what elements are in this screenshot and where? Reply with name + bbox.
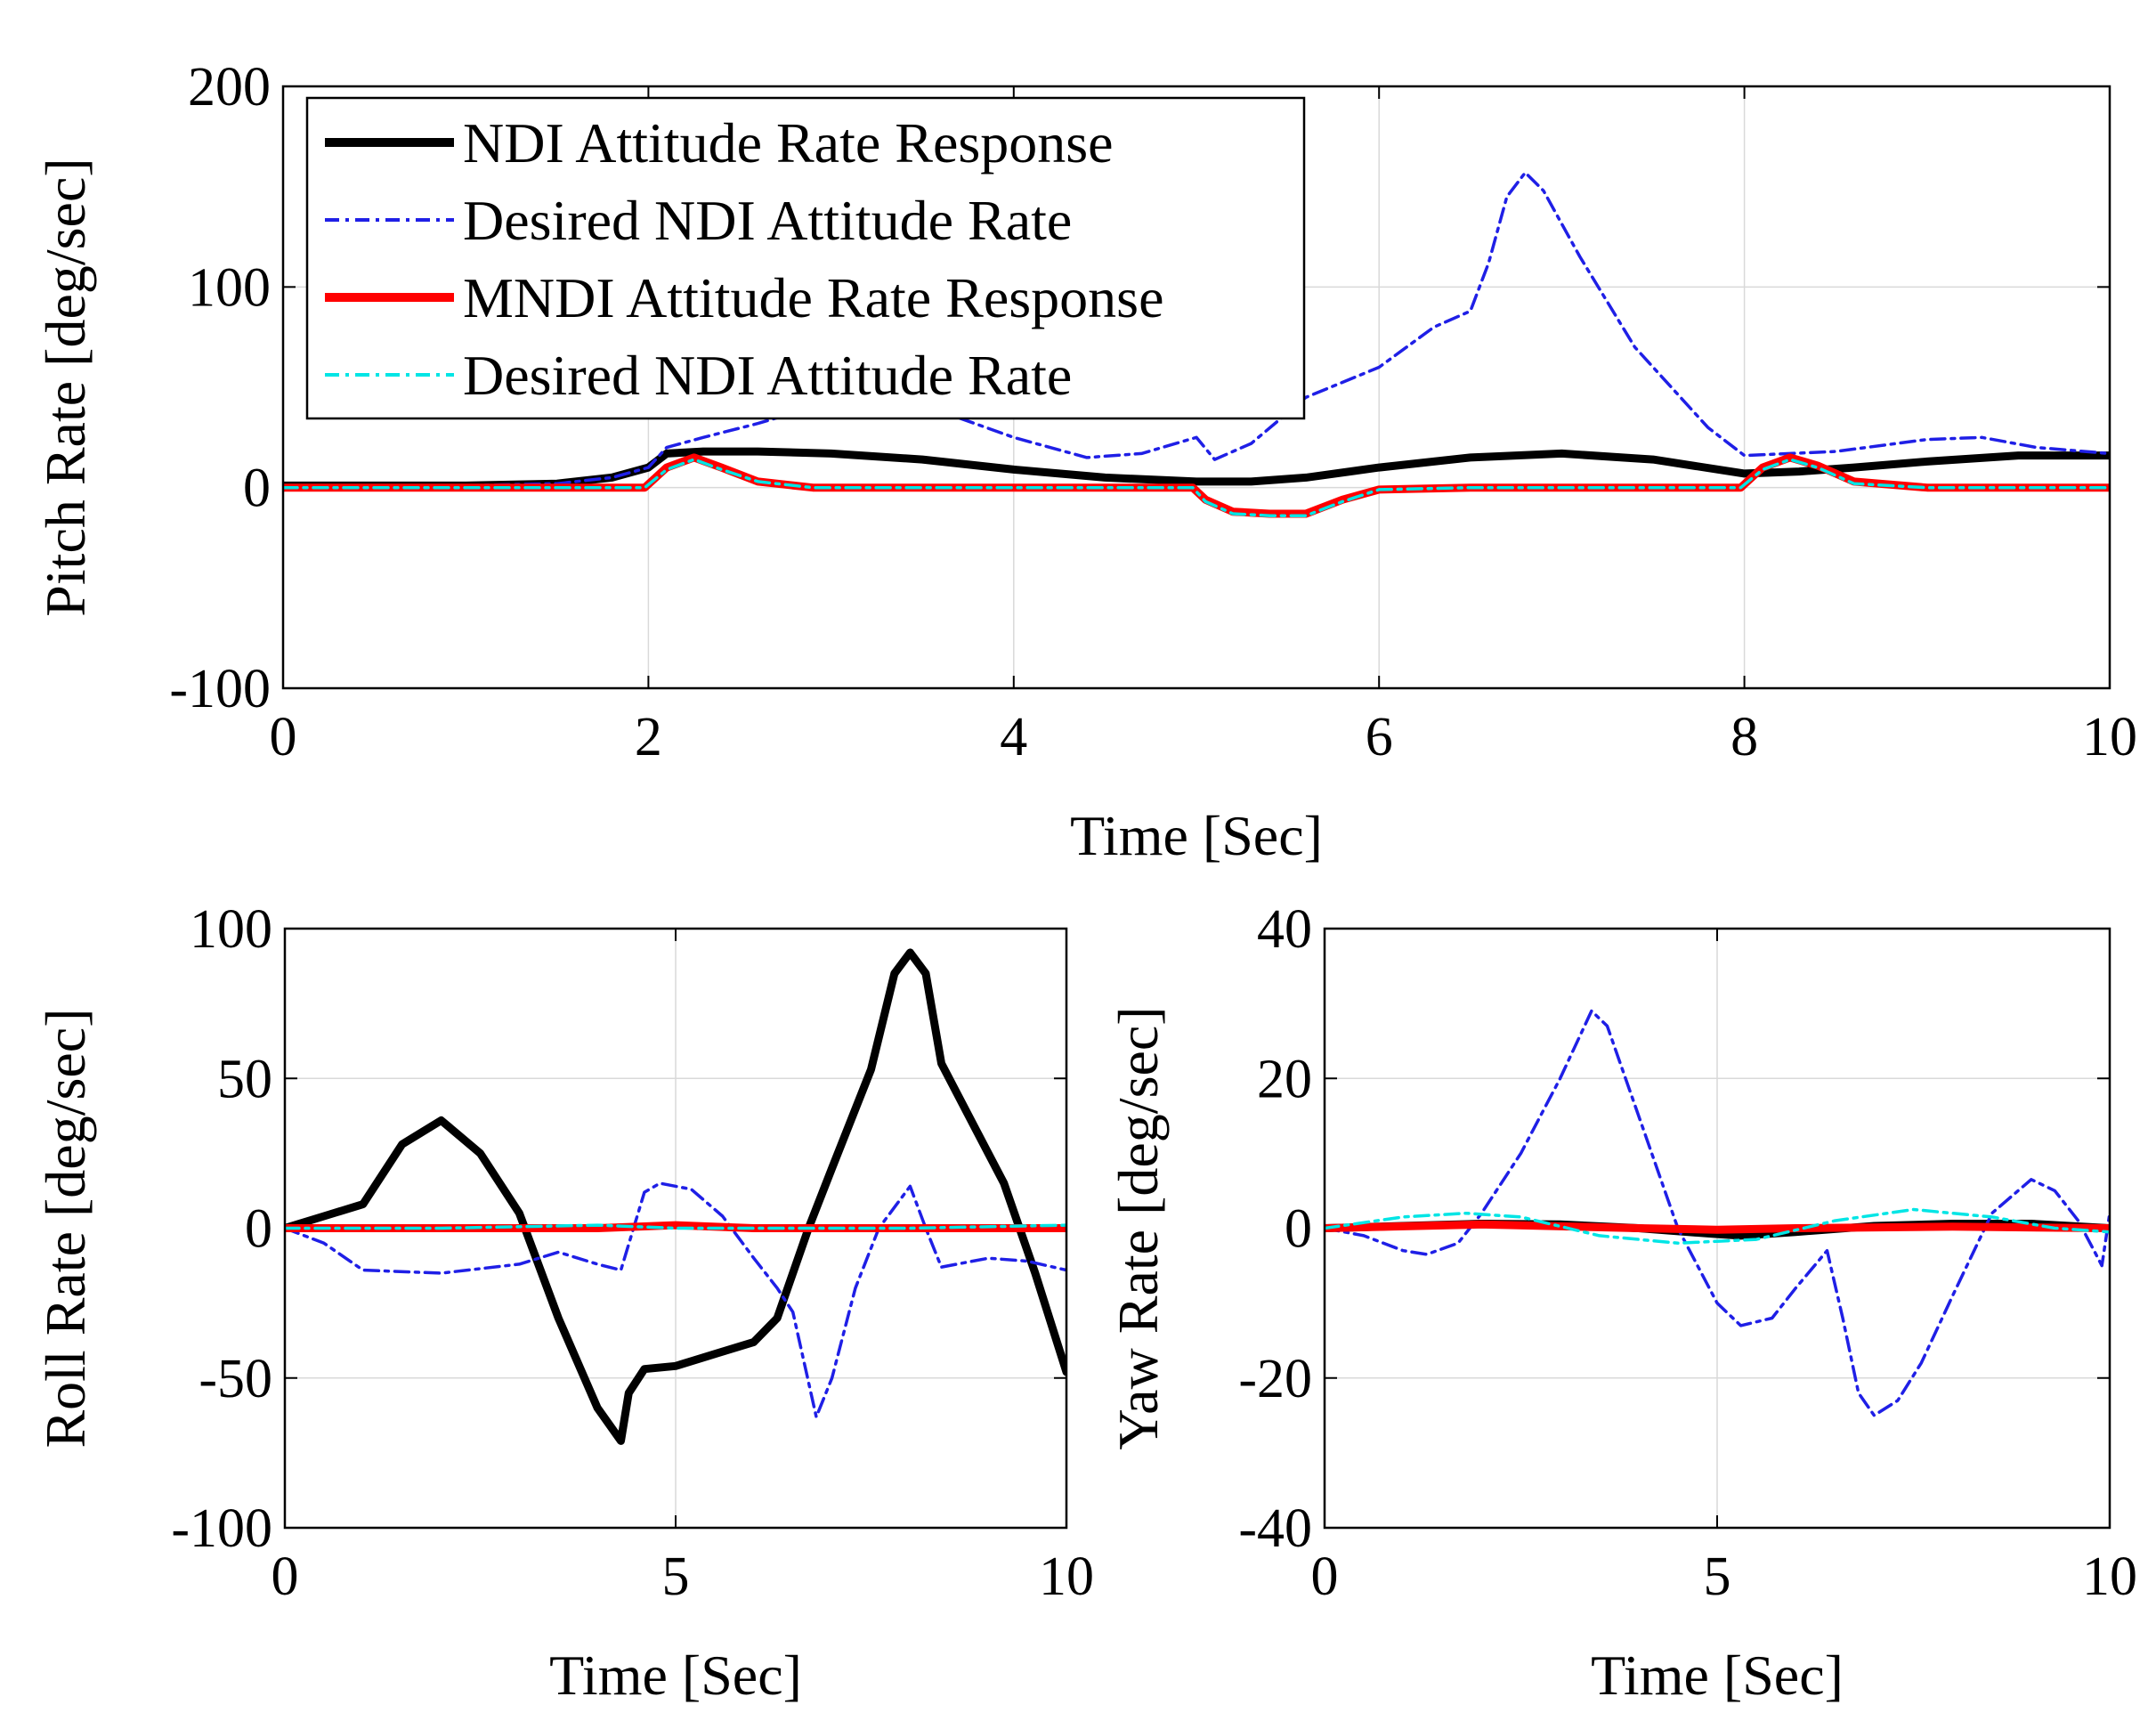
pitch-rate-panel: 0 2 4 6 8 10 -100 0 100 200 Time [Sec] P… [34, 57, 2137, 867]
roll-ticks: 0 5 10 -100 -50 0 50 100 [171, 899, 1094, 1607]
yaw-y-tick-label: 0 [1285, 1199, 1312, 1260]
pitch-y-tick-label: 100 [188, 257, 271, 318]
yaw-ticks: 0 5 10 -40 -20 0 20 40 [1238, 899, 2137, 1607]
legend-label-mndi-response: MNDI Attitude Rate Response [463, 266, 1163, 329]
roll-plot-frame [283, 927, 1068, 1530]
legend-label-desired-ndi: Desired NDI Attitude Rate [463, 189, 1072, 252]
pitch-series [283, 171, 2110, 518]
pitch-y-axis-label: Pitch Rate [deg/sec] [34, 158, 97, 616]
pitch-y-tick-label: -100 [169, 659, 271, 719]
yaw-series-3-line [1325, 1207, 2110, 1246]
yaw-y-tick-label: -40 [1238, 1498, 1312, 1559]
pitch-y-tick-label: 0 [243, 459, 271, 519]
roll-y-tick-label: -100 [171, 1498, 272, 1559]
legend: NDI Attitude Rate Response Desired NDI A… [305, 96, 1306, 420]
yaw-y-axis-label: Yaw Rate [deg/sec] [1106, 1006, 1170, 1449]
roll-y-axis-label: Roll Rate [deg/sec] [34, 1008, 97, 1448]
roll-series-1-line [285, 1181, 1066, 1419]
yaw-x-tick-label: 0 [1311, 1546, 1339, 1607]
roll-series-3-line [285, 1223, 1066, 1230]
pitch-x-tick-label: 6 [1366, 707, 1393, 767]
yaw-x-tick-label: 5 [1704, 1546, 1731, 1607]
pitch-x-tick-label: 4 [1000, 707, 1027, 767]
yaw-series-2-line [1325, 1220, 2110, 1234]
pitch-series-0-line [283, 447, 2110, 490]
legend-box [305, 96, 1306, 420]
pitch-series-3-line [283, 458, 2110, 517]
roll-series-0-line [285, 948, 1066, 1445]
pitch-x-tick-label: 2 [635, 707, 662, 767]
roll-x-axis-label: Time [Sec] [549, 1644, 802, 1707]
roll-y-tick-label: 50 [217, 1049, 272, 1109]
roll-y-tick-label: -50 [199, 1349, 272, 1409]
yaw-series [1325, 1009, 2110, 1417]
pitch-x-tick-label: 10 [2082, 707, 2137, 767]
pitch-series-1-line [283, 171, 2110, 488]
pitch-x-tick-label: 0 [270, 707, 297, 767]
yaw-plot-frame [1323, 927, 2111, 1530]
pitch-ticks: 0 2 4 6 8 10 -100 0 100 200 [169, 57, 2137, 767]
roll-x-tick-label: 5 [662, 1546, 690, 1607]
roll-x-tick-label: 10 [1039, 1546, 1094, 1607]
legend-label-ndi-response: NDI Attitude Rate Response [463, 111, 1114, 175]
roll-series [285, 948, 1066, 1445]
pitch-x-axis-label: Time [Sec] [1070, 804, 1323, 867]
roll-y-tick-label: 100 [190, 899, 272, 960]
pitch-series-2-line [283, 453, 2110, 518]
yaw-y-tick-label: 40 [1257, 899, 1312, 960]
pitch-y-tick-label: 200 [188, 57, 271, 118]
roll-rate-panel: 0 5 10 -100 -50 0 50 100 Time [Sec] Roll… [34, 899, 1094, 1707]
pitch-x-tick-label: 8 [1730, 707, 1758, 767]
pitch-plot-frame [281, 85, 2111, 690]
yaw-rate-panel: 0 5 10 -40 -20 0 20 40 Time [Sec] Yaw Ra… [1106, 899, 2137, 1707]
yaw-y-tick-label: 20 [1257, 1049, 1312, 1109]
yaw-x-tick-label: 10 [2082, 1546, 2137, 1607]
roll-x-tick-label: 0 [272, 1546, 299, 1607]
yaw-y-tick-label: -20 [1238, 1349, 1312, 1409]
yaw-x-axis-label: Time [Sec] [1591, 1644, 1844, 1707]
legend-label-desired-ndi-cyan: Desired NDI Attitude Rate [463, 344, 1072, 407]
yaw-series-1-line [1325, 1009, 2110, 1417]
roll-y-tick-label: 0 [245, 1199, 272, 1260]
